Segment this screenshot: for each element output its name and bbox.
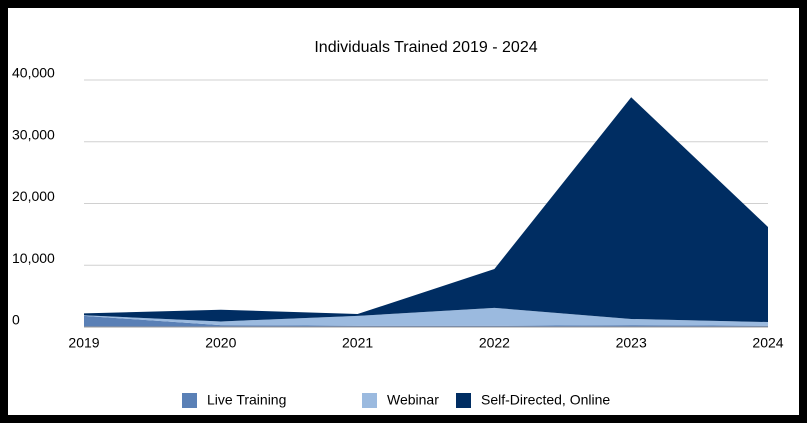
area bbox=[84, 97, 768, 323]
legend-swatch bbox=[362, 393, 377, 408]
y-tick-label: 30,000 bbox=[12, 126, 55, 142]
y-tick-label: 40,000 bbox=[12, 65, 55, 81]
legend-label: Self-Directed, Online bbox=[481, 392, 610, 408]
x-tick-label: 2019 bbox=[68, 335, 99, 351]
y-tick-label: 0 bbox=[12, 312, 20, 328]
y-tick-label: 20,000 bbox=[12, 188, 55, 204]
chart-title: Individuals Trained 2019 - 2024 bbox=[314, 39, 537, 56]
x-tick-label: 2021 bbox=[342, 335, 373, 351]
x-tick-label: 2024 bbox=[752, 335, 783, 351]
area bbox=[84, 315, 768, 327]
legend-swatch bbox=[182, 393, 197, 408]
legend-swatch bbox=[456, 393, 471, 408]
x-tick-label: 2022 bbox=[479, 335, 510, 351]
legend-label: Live Training bbox=[207, 392, 286, 408]
legend-label: Webinar bbox=[387, 392, 439, 408]
x-tick-label: 2023 bbox=[616, 335, 647, 351]
area bbox=[84, 307, 768, 326]
y-tick-label: 10,000 bbox=[12, 250, 55, 266]
x-tick-label: 2020 bbox=[205, 335, 236, 351]
